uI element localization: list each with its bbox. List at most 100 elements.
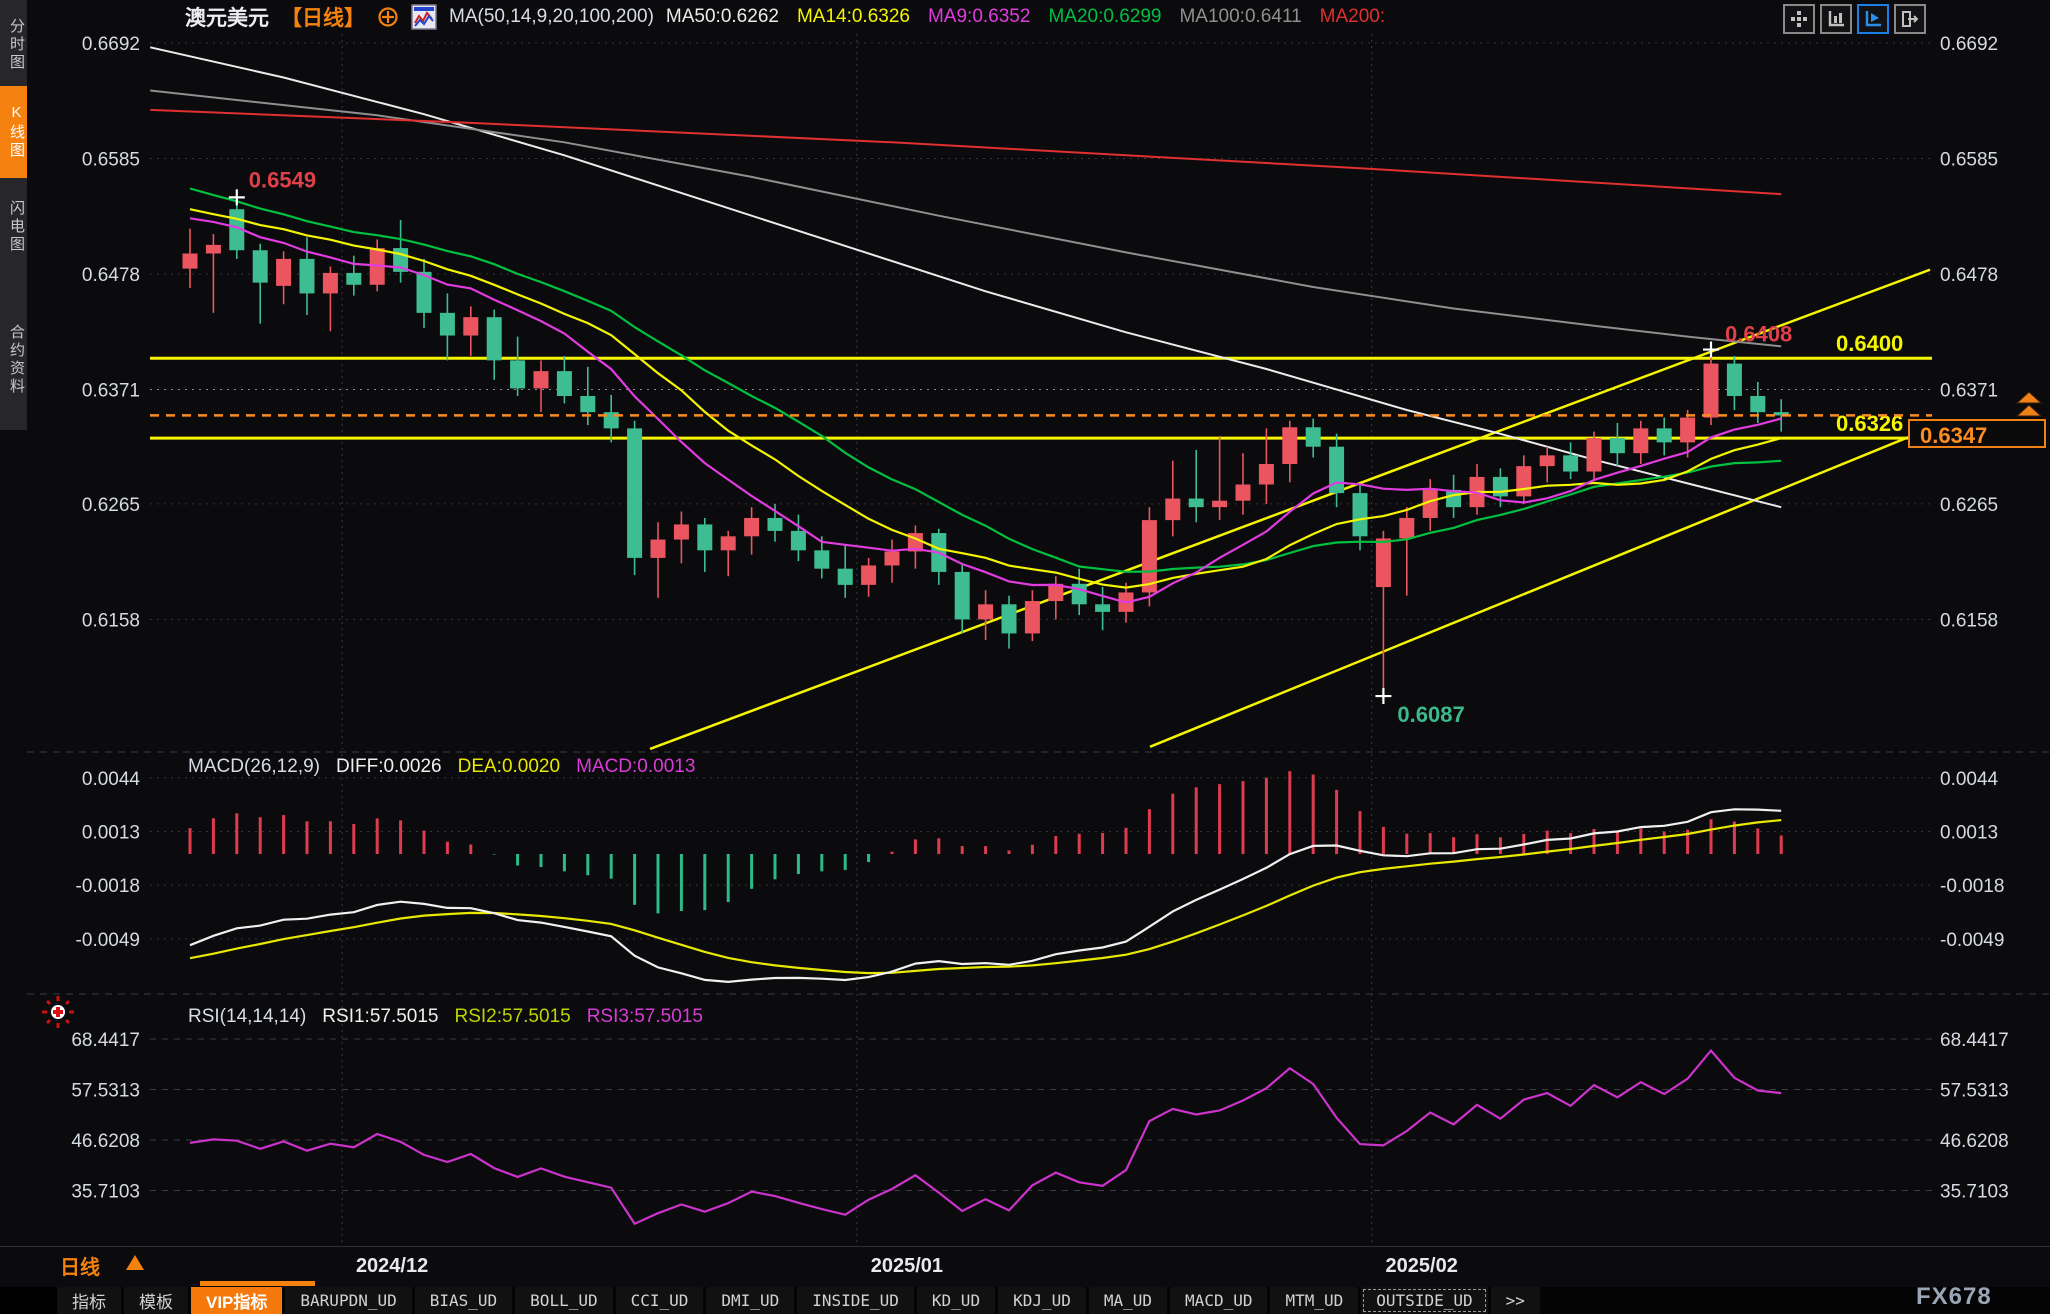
candle-body[interactable] — [1773, 412, 1789, 416]
candle-body[interactable] — [767, 517, 783, 531]
candle-body[interactable] — [1516, 466, 1532, 497]
candle-body[interactable] — [697, 524, 713, 551]
candle-body[interactable] — [556, 371, 572, 396]
candle-body[interactable] — [1329, 446, 1345, 494]
sidebar-item-1[interactable]: 分时图 — [8, 18, 25, 72]
indicator-tab-kd-ud[interactable]: KD_UD — [916, 1287, 996, 1314]
indicator-tab-ma-ud[interactable]: MA_UD — [1088, 1287, 1168, 1314]
candle-body[interactable] — [1305, 427, 1321, 447]
candle-body[interactable] — [1586, 438, 1602, 472]
candle-body[interactable] — [299, 258, 315, 294]
candle-body[interactable] — [416, 271, 432, 313]
period-up-arrow-icon[interactable] — [126, 1255, 144, 1270]
candle-body[interactable] — [978, 604, 994, 620]
ma-legend: MA50:0.6262 MA14:0.6326 MA9:0.6352 MA20:0.6… — [666, 6, 1385, 28]
candle-body[interactable] — [744, 517, 760, 537]
candle-body[interactable] — [1352, 493, 1368, 537]
candle-body[interactable] — [1258, 463, 1274, 485]
candle-body[interactable] — [1492, 476, 1508, 497]
price-tick-right: 0.6692 — [1940, 34, 1998, 55]
circle-plus-icon[interactable] — [377, 6, 399, 28]
indicator-tab-vip指标[interactable]: VIP指标 — [191, 1287, 283, 1314]
candle-body[interactable] — [580, 395, 596, 413]
indicator-tab-dmi-ud[interactable]: DMI_UD — [706, 1287, 795, 1314]
candle-body[interactable] — [276, 258, 292, 286]
period-tag[interactable]: 【日线】 — [281, 7, 365, 30]
sidebar-item-2[interactable]: K线图 — [0, 86, 27, 178]
sidebar-item-4[interactable]: 合约资料 — [8, 324, 25, 396]
trendline[interactable] — [1149, 427, 1931, 748]
candle-body[interactable] — [252, 250, 268, 283]
candle-body[interactable] — [1048, 583, 1064, 602]
candle-body[interactable] — [1539, 455, 1555, 467]
indicator-tab--[interactable]: >> — [1490, 1287, 1540, 1314]
candle-body[interactable] — [1399, 517, 1415, 539]
candle-body[interactable] — [884, 551, 900, 566]
candle-body[interactable] — [790, 530, 806, 551]
indicator-tab-mtm-ud[interactable]: MTM_UD — [1270, 1287, 1359, 1314]
indicator-tab-指标[interactable]: 指标 — [57, 1287, 121, 1314]
indicator-tab-bias-ud[interactable]: BIAS_UD — [414, 1287, 513, 1314]
ma-indicator-icon[interactable] — [411, 4, 437, 30]
candle-body[interactable] — [814, 550, 830, 569]
candle-body[interactable] — [346, 272, 362, 285]
candle-body[interactable] — [1726, 363, 1742, 396]
axis-bars-icon[interactable] — [1820, 4, 1852, 34]
candle-body[interactable] — [1680, 417, 1696, 443]
candle-body[interactable] — [650, 539, 666, 558]
candle-body[interactable] — [533, 371, 549, 389]
candle-body[interactable] — [837, 568, 853, 585]
candle-body[interactable] — [1609, 438, 1625, 454]
candle-body[interactable] — [205, 244, 221, 254]
price-tick-left: 0.6158 — [82, 610, 140, 631]
candle-body[interactable] — [1165, 498, 1181, 521]
extreme-marker-cross — [1703, 341, 1719, 358]
candle-body[interactable] — [1656, 428, 1672, 443]
candle-body[interactable] — [1095, 604, 1111, 612]
candle-body[interactable] — [439, 312, 455, 336]
candle-body[interactable] — [1024, 601, 1040, 634]
indicator-tab-boll-ud[interactable]: BOLL_UD — [515, 1287, 613, 1314]
candle-body[interactable] — [720, 536, 736, 551]
candle-body[interactable] — [673, 524, 689, 540]
candle-body[interactable] — [1141, 520, 1157, 593]
candle-body[interactable] — [322, 272, 338, 294]
candle-body[interactable] — [1188, 498, 1204, 508]
candle-body[interactable] — [1750, 395, 1766, 413]
sidebar-item-3[interactable]: 闪电图 — [8, 200, 25, 254]
move-icon[interactable] — [1783, 4, 1815, 34]
extreme-price-label: 0.6408 — [1725, 322, 1792, 347]
candle-body[interactable] — [1212, 500, 1228, 508]
candle-body[interactable] — [1563, 455, 1579, 472]
alert-blink-icon[interactable] — [40, 994, 76, 1035]
indicator-tab-inside-ud[interactable]: INSIDE_UD — [797, 1287, 914, 1314]
candle-body[interactable] — [182, 253, 198, 269]
candle-body[interactable] — [463, 317, 479, 336]
exit-icon[interactable] — [1894, 4, 1926, 34]
candle-body[interactable] — [954, 571, 970, 620]
candle-body[interactable] — [627, 428, 643, 558]
candle-body[interactable] — [486, 317, 502, 361]
horizontal-scrollbar-thumb[interactable] — [200, 1281, 315, 1286]
indicator-tab-macd-ud[interactable]: MACD_UD — [1170, 1287, 1268, 1314]
candle-body[interactable] — [861, 565, 877, 585]
candle-body[interactable] — [510, 360, 526, 389]
candle-body[interactable] — [1633, 428, 1649, 454]
candle-body[interactable] — [1375, 538, 1391, 588]
candle-body[interactable] — [1071, 583, 1087, 605]
period-label[interactable]: 日线 — [60, 1257, 100, 1279]
candle-body[interactable] — [1001, 604, 1017, 634]
indicator-tab-模板[interactable]: 模板 — [124, 1287, 188, 1314]
indicator-tab-outside-ud[interactable]: OUTSIDE_UD — [1361, 1287, 1488, 1314]
macd-tick-right: 0.0044 — [1940, 769, 1999, 790]
candle-body[interactable] — [1703, 363, 1719, 418]
indicator-tab-kdj-ud[interactable]: KDJ_UD — [998, 1287, 1086, 1314]
axis-flag-icon[interactable] — [1857, 4, 1889, 34]
indicator-tab-cci-ud[interactable]: CCI_UD — [615, 1287, 704, 1314]
indicator-tab-barupdn-ud[interactable]: BARUPDN_UD — [285, 1287, 412, 1314]
candle-body[interactable] — [1422, 489, 1438, 518]
candle-body[interactable] — [1235, 484, 1251, 501]
candle-body[interactable] — [1282, 427, 1298, 464]
